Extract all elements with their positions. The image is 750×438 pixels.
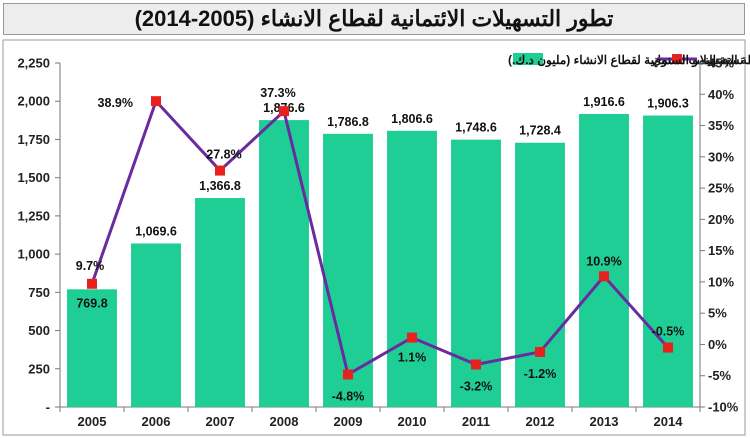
growth-point <box>663 342 673 353</box>
bar <box>515 142 565 408</box>
bar-value-label: 1,069.6 <box>135 224 177 238</box>
x-tick-label: 2012 <box>526 414 555 429</box>
left-tick-label: 750 <box>28 285 50 300</box>
growth-line <box>90 99 670 376</box>
growth-value-label: -1.2% <box>524 367 557 381</box>
growth-value-label: 37.3% <box>260 86 295 100</box>
right-tick-label: 40% <box>708 87 734 102</box>
legend-line-label: نسبة النمو السنوي <box>652 53 743 68</box>
growth-value-label: -0.5% <box>652 325 685 339</box>
growth-value-label: 9.7% <box>76 259 105 273</box>
bar <box>195 198 245 407</box>
growth-point <box>343 369 353 380</box>
right-tick-label: 35% <box>708 118 734 133</box>
left-tick-label: 500 <box>28 323 50 338</box>
growth-line-layer <box>87 96 673 380</box>
x-tick-label: 2005 <box>78 414 107 429</box>
left-tick-label: 1,500 <box>17 170 50 185</box>
bar-value-label: 1,748.6 <box>455 121 497 135</box>
bar-value-label: 1,786.8 <box>327 115 369 129</box>
growth-point <box>599 271 609 282</box>
chart-title: تطور التسهيلات الائتمانية لقطاع الانشاء … <box>3 3 745 35</box>
bar-value-label: 1,728.4 <box>519 124 561 138</box>
left-tick-label: 2,250 <box>17 56 50 71</box>
bar-value-label: 1,806.6 <box>391 112 433 126</box>
growth-point <box>407 332 417 343</box>
left-tick-label: 1,000 <box>17 247 50 262</box>
bar <box>387 130 437 407</box>
right-tick-label: -5% <box>708 368 732 383</box>
left-tick-label: 1,250 <box>17 208 50 223</box>
left-tick-label: 250 <box>28 361 50 376</box>
x-tick-label: 2014 <box>654 414 684 429</box>
x-tick-label: 2007 <box>206 414 235 429</box>
bar <box>323 133 373 408</box>
growth-labels: 9.7% 38.9% 27.8% 37.3% -4.8% 1.1% -3.2% -1.2% 10… <box>76 86 685 403</box>
right-tick-label: 0% <box>708 337 727 352</box>
growth-value-label: 1.1% <box>398 351 427 365</box>
legend-bar-swatch <box>513 53 543 65</box>
legend-bar-label: محفظة التسهيلات الائتمانية لقطاع الانشاء… <box>508 53 750 68</box>
bar <box>643 115 693 407</box>
x-tick-label: 2011 <box>462 414 490 429</box>
left-tick-label: 2,000 <box>17 94 50 109</box>
bar <box>579 113 629 408</box>
growth-point <box>471 359 481 370</box>
growth-point <box>535 346 545 357</box>
right-tick-label: 10% <box>708 274 734 289</box>
x-tick-label: 2009 <box>334 414 363 429</box>
growth-point <box>87 278 97 289</box>
growth-value-label: 27.8% <box>206 148 241 162</box>
bar-value-label: 1,366.8 <box>199 179 241 193</box>
growth-value-label: -4.8% <box>332 389 365 403</box>
growth-value-label: 38.9% <box>98 96 133 110</box>
x-tick-label: 2010 <box>398 414 427 429</box>
bar-value-label: 1,906.3 <box>647 97 689 111</box>
x-tick-label: 2013 <box>590 414 619 429</box>
growth-value-label: -3.2% <box>460 379 493 393</box>
growth-value-label: 10.9% <box>586 254 621 268</box>
bar <box>259 120 309 407</box>
left-tick-label: 1,750 <box>17 132 50 147</box>
growth-point <box>279 106 289 117</box>
bar <box>131 243 181 407</box>
right-tick-label: 5% <box>708 306 727 321</box>
bar <box>67 289 117 407</box>
legend: محفظة التسهيلات الائتمانية لقطاع الانشاء… <box>508 53 750 68</box>
legend-line-marker <box>672 54 682 64</box>
growth-point <box>215 165 225 176</box>
x-tick-label: 2008 <box>270 414 299 429</box>
right-tick-label: 45% <box>708 56 734 71</box>
x-tick-label: 2006 <box>142 414 171 429</box>
bar-value-label: 769.8 <box>76 296 107 310</box>
growth-point <box>151 96 161 107</box>
left-tick-label: - <box>46 400 50 415</box>
right-tick-label: 30% <box>708 149 734 164</box>
right-tick-label: 20% <box>708 212 734 227</box>
axes: - 250 500 750 1,000 1,250 1,500 1,750 2,000 2,250… <box>17 56 738 430</box>
right-tick-label: 25% <box>708 181 734 196</box>
right-tick-label: 15% <box>708 243 734 258</box>
right-tick-label: -10% <box>708 400 739 415</box>
bar-value-label: 1,916.6 <box>583 95 625 109</box>
